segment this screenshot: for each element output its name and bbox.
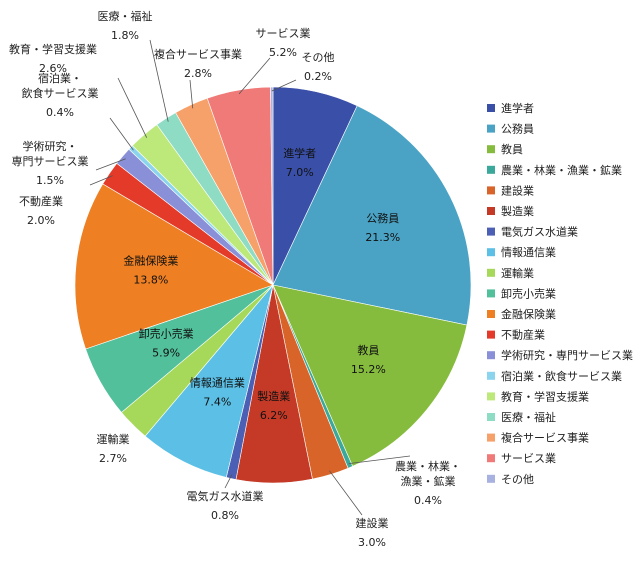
leader-line	[238, 57, 271, 95]
pie-slice	[272, 105, 472, 326]
legend: 進学者公務員教員農業・林業・漁業・鉱業建設業製造業電気ガス水道業情報通信業運輸業…	[487, 101, 633, 486]
slice-value-label: 6.2%	[260, 409, 288, 422]
legend-entry: 建設業	[501, 183, 534, 197]
legend-swatch	[487, 371, 495, 380]
legend-swatch	[487, 310, 495, 318]
slice-category-label: 複合サービス事業	[154, 47, 242, 61]
slice-category-label: 製造業	[257, 389, 290, 403]
slice-category-label: 飲食サービス業	[22, 86, 99, 100]
legend-entry: 教員	[501, 143, 523, 156]
slice-value-label: 0.4%	[46, 106, 74, 119]
slice-category-label: 公務員	[366, 211, 399, 225]
slice-category-label: 学術研究・	[23, 139, 78, 153]
legend-swatch	[487, 186, 495, 195]
slice-category-label: 教育・学習支援業	[9, 42, 97, 56]
slice-value-label: 1.5%	[36, 174, 64, 187]
leader-line	[117, 77, 148, 138]
legend-entry: 金融保険業	[501, 307, 556, 321]
slice-value-label: 2.6%	[39, 62, 67, 75]
slice-value-label: 0.4%	[414, 494, 442, 507]
legend-entry: 学術研究・専門サービス業	[501, 348, 633, 362]
slice-value-label: 13.8%	[133, 273, 168, 286]
pie-slice	[74, 183, 274, 350]
slice-value-label: 2.8%	[184, 67, 212, 80]
legend-entry: 不動産業	[501, 328, 545, 342]
pie-slices	[74, 86, 472, 484]
legend-entry: 製造業	[501, 204, 534, 218]
leader-line	[89, 175, 113, 186]
leader-line	[149, 39, 169, 122]
legend-entry: 医療・福祉	[501, 410, 556, 424]
legend-entry: 教育・学習支援業	[501, 389, 589, 403]
legend-swatch	[487, 454, 495, 463]
legend-swatch	[487, 289, 495, 298]
slice-category-label: 情報通信業	[190, 376, 245, 389]
pie-slice	[272, 284, 468, 467]
legend-swatch	[487, 474, 495, 483]
slice-category-label: 電気ガス水道業	[187, 489, 264, 503]
slice-category-label: サービス業	[256, 27, 311, 40]
legend-entry: 卸売小売業	[501, 286, 556, 300]
legend-swatch	[487, 104, 495, 112]
legend-swatch	[487, 392, 495, 401]
leader-line	[348, 455, 411, 464]
slice-category-label: 金融保険業	[123, 253, 178, 267]
slice-category-label: 建設業	[356, 516, 389, 530]
slice-value-label: 0.2%	[304, 70, 332, 83]
legend-entry: 宿泊業・飲食サービス業	[501, 369, 622, 383]
legend-swatch	[487, 330, 495, 339]
slice-value-label: 3.0%	[358, 536, 386, 549]
leader-lines	[89, 39, 411, 516]
slice-category-label: その他	[302, 51, 335, 64]
slice-category-label: 教員	[357, 344, 379, 357]
leader-line	[109, 117, 134, 151]
slice-category-label: 農業・林業・	[395, 459, 461, 473]
slice-value-label: 0.8%	[211, 509, 239, 522]
legend-swatch	[487, 413, 495, 421]
legend-entry: 進学者	[501, 101, 534, 115]
legend-entry: その他	[501, 473, 534, 486]
slice-value-label: 7.4%	[203, 395, 231, 408]
slice-category-label: 医療・福祉	[98, 9, 153, 23]
slice-category-label: 運輸業	[97, 432, 130, 446]
leader-line	[271, 79, 297, 92]
legend-swatch	[487, 227, 495, 236]
legend-swatch	[487, 268, 495, 277]
slice-value-label: 5.2%	[269, 46, 297, 59]
legend-entry: 情報通信業	[501, 246, 556, 259]
slice-value-label: 21.3%	[365, 231, 400, 244]
legend-entry: 電気ガス水道業	[501, 225, 578, 239]
slice-category-label: 専門サービス業	[12, 155, 89, 168]
leader-line	[224, 474, 233, 489]
data-labels: 進学者 7.0% 公務員 21.3% 教員 15.2% 農業・林業・漁業・鉱業 0.4% 建設業…	[9, 9, 461, 549]
slice-category-label: 進学者	[283, 146, 316, 160]
slice-category-label: 卸売小売業	[139, 326, 194, 340]
slice-value-label: 15.2%	[351, 363, 386, 376]
slice-category-label: 漁業・鉱業	[401, 474, 456, 488]
legend-swatch	[487, 433, 495, 442]
legend-swatch	[487, 165, 495, 174]
pie-slice	[270, 86, 274, 286]
legend-entry: サービス業	[501, 452, 556, 465]
legend-swatch	[487, 351, 495, 360]
slice-value-label: 1.8%	[111, 29, 139, 42]
leader-line	[189, 79, 194, 109]
legend-swatch	[487, 207, 495, 215]
legend-swatch	[487, 145, 495, 154]
legend-entry: 複合サービス事業	[501, 431, 589, 445]
legend-swatch	[487, 124, 495, 133]
legend-entry: 運輸業	[501, 266, 534, 280]
slice-value-label: 7.0%	[286, 166, 314, 179]
legend-entry: 公務員	[501, 122, 534, 136]
slice-value-label: 5.9%	[152, 346, 180, 359]
legend-entry: 農業・林業・漁業・鉱業	[501, 163, 622, 177]
leader-line	[329, 470, 363, 516]
slice-category-label: 宿泊業・	[38, 71, 82, 85]
slice-value-label: 2.7%	[99, 452, 127, 465]
slice-value-label: 2.0%	[27, 214, 55, 227]
legend-swatch	[487, 248, 495, 257]
slice-category-label: 不動産業	[19, 194, 63, 208]
leader-line	[95, 158, 126, 171]
